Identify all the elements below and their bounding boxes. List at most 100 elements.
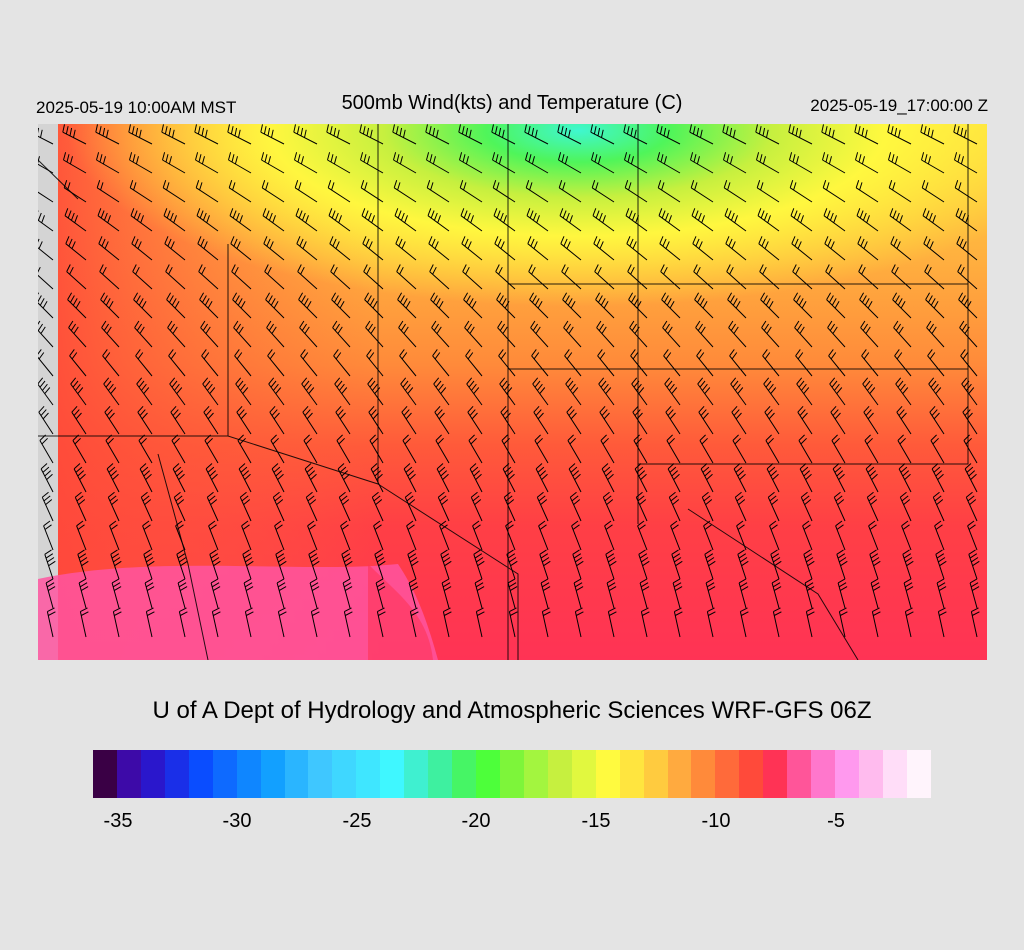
- wind-barb: [525, 152, 549, 174]
- wind-barb: [888, 152, 912, 174]
- wind-barb: [921, 180, 945, 203]
- wind-barb: [657, 152, 681, 174]
- wind-barb: [46, 607, 56, 638]
- wind-barb: [241, 520, 252, 551]
- wind-barb: [936, 578, 947, 609]
- wind-barb: [868, 520, 879, 551]
- wind-barb: [303, 434, 318, 464]
- wind-barb: [340, 520, 351, 551]
- wind-barb: [466, 377, 483, 406]
- wind-barb: [822, 152, 846, 174]
- wind-barb: [893, 320, 912, 348]
- wind-barb: [243, 578, 254, 609]
- colorbar-cell: [906, 750, 931, 798]
- wind-barb: [694, 292, 714, 319]
- wind-barb: [500, 405, 516, 435]
- wind-barb: [626, 236, 648, 261]
- wind-barb: [304, 463, 318, 493]
- wind-barb: [44, 549, 56, 580]
- wind-barb: [833, 491, 846, 522]
- wind-barb: [662, 320, 681, 348]
- wind-barb: [597, 349, 615, 377]
- wind-barb: [796, 377, 813, 406]
- wind-barb: [463, 292, 483, 319]
- wind-barb: [45, 578, 56, 609]
- wind-barb: [895, 377, 912, 406]
- wind-barb: [194, 124, 219, 145]
- wind-barb: [759, 264, 780, 290]
- wind-barb: [531, 349, 549, 377]
- colorbar-tick-label: -25: [342, 810, 372, 832]
- wind-barb: [901, 520, 912, 551]
- wind-barb: [957, 264, 978, 290]
- wind-barb: [629, 320, 648, 348]
- wind-barb: [565, 377, 582, 406]
- wind-barb: [805, 607, 815, 638]
- wind-barb: [177, 578, 188, 609]
- wind-barb: [144, 578, 155, 609]
- wind-barb: [935, 549, 947, 580]
- wind-barb: [68, 320, 87, 348]
- wind-barb: [858, 264, 879, 290]
- wind-barb: [366, 349, 384, 377]
- wind-barb: [337, 463, 351, 493]
- wind-barb: [896, 405, 912, 435]
- wind-barb: [65, 236, 87, 261]
- wind-barb: [362, 236, 384, 261]
- wind-barb: [955, 208, 978, 232]
- wind-barb: [63, 180, 87, 203]
- wind-barb: [572, 549, 584, 580]
- wind-barb: [426, 180, 450, 203]
- colorbar-cell: [164, 750, 189, 798]
- wind-barb: [703, 520, 714, 551]
- wind-barb: [399, 349, 417, 377]
- wind-barb: [128, 124, 153, 145]
- wind-barb: [738, 578, 749, 609]
- wind-barb: [204, 434, 219, 464]
- wind-barb: [163, 208, 186, 232]
- wind-barb: [599, 405, 615, 435]
- colorbar-cell: [499, 750, 524, 798]
- wind-barb: [526, 208, 549, 232]
- wind-barb: [756, 180, 780, 203]
- wind-barb: [136, 377, 153, 406]
- wind-barb: [640, 607, 650, 638]
- colorbar-cell: [212, 750, 237, 798]
- wind-barb: [395, 236, 417, 261]
- wind-barb: [327, 152, 351, 174]
- wind-barb: [332, 320, 351, 348]
- wind-barb: [200, 320, 219, 348]
- wind-barb: [133, 292, 153, 319]
- wind-barb: [73, 463, 87, 493]
- wind-barb: [503, 491, 516, 522]
- wind-barb: [529, 292, 549, 319]
- wind-barb: [920, 124, 945, 145]
- wind-barb: [276, 578, 287, 609]
- valid-time-label: 2025-05-19_17:00:00 Z: [810, 96, 988, 115]
- wind-barb: [176, 549, 188, 580]
- wind-barb: [863, 405, 879, 435]
- wind-barb: [195, 152, 219, 174]
- wind-barb: [671, 549, 683, 580]
- wind-barb: [628, 292, 648, 319]
- wind-barb: [903, 578, 914, 609]
- wind-barb: [507, 578, 518, 609]
- wind-barb: [402, 434, 417, 464]
- wind-barb: [359, 124, 384, 145]
- wind-barb: [789, 152, 813, 174]
- wind-barb: [441, 578, 452, 609]
- wind-barb: [625, 208, 648, 232]
- wind-barb: [502, 463, 516, 493]
- wind-barb: [426, 152, 450, 174]
- wind-barb: [566, 405, 582, 435]
- wind-barb: [468, 434, 483, 464]
- wind-barb: [436, 463, 450, 493]
- wind-barb: [295, 208, 318, 232]
- wind-barb: [793, 292, 813, 319]
- wind-barb: [567, 434, 582, 464]
- colorbar-cell: [595, 750, 620, 798]
- wind-barb: [536, 491, 549, 522]
- wind-barb: [440, 549, 452, 580]
- wind-barb: [231, 264, 252, 290]
- wind-barb: [771, 578, 782, 609]
